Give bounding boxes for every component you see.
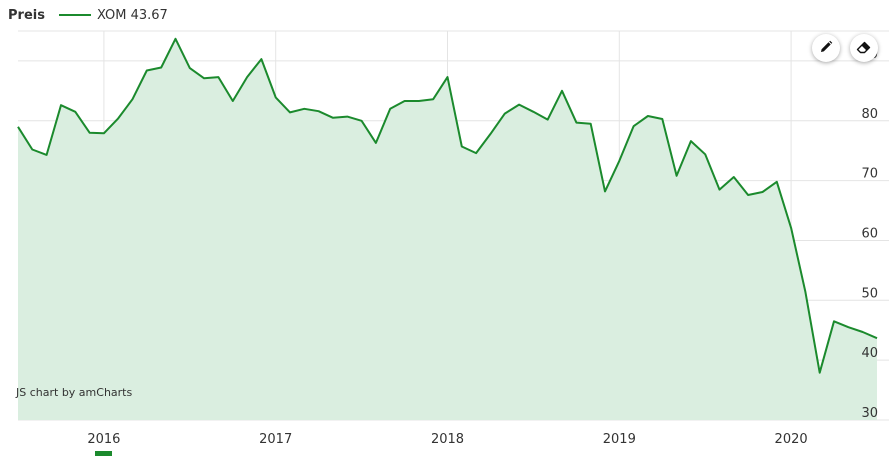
chart-legend: Preis XOM 43.67 [8, 4, 168, 26]
eraser-icon [856, 39, 872, 58]
y-tick-label: 60 [861, 226, 878, 241]
y-tick-label: 40 [861, 346, 878, 361]
pencil-icon [819, 39, 833, 58]
x-tick-label: 2018 [431, 432, 464, 447]
draw-button[interactable] [812, 34, 840, 62]
legend-title: Preis [8, 7, 45, 23]
y-tick-label: 50 [861, 286, 878, 301]
chart-credit[interactable]: JS chart by amCharts [16, 386, 133, 399]
series-line [17, 37, 878, 374]
x-tick-label: 2017 [259, 432, 292, 447]
x-tick-label: 2020 [775, 432, 808, 447]
x-tick-label: 2019 [603, 432, 636, 447]
y-tick-label: 80 [861, 107, 878, 122]
x-axis: 2016 2017 2018 2019 2020 [87, 432, 807, 447]
y-tick-label: 30 [861, 406, 878, 421]
legend-swatch [58, 14, 91, 16]
legend-series-label[interactable]: XOM 43.67 [96, 7, 168, 23]
y-tick-label: 70 [861, 167, 878, 182]
range-handle[interactable] [95, 451, 112, 456]
series-area [18, 38, 877, 421]
erase-button[interactable] [850, 34, 878, 62]
x-tick-label: 2016 [87, 432, 120, 447]
